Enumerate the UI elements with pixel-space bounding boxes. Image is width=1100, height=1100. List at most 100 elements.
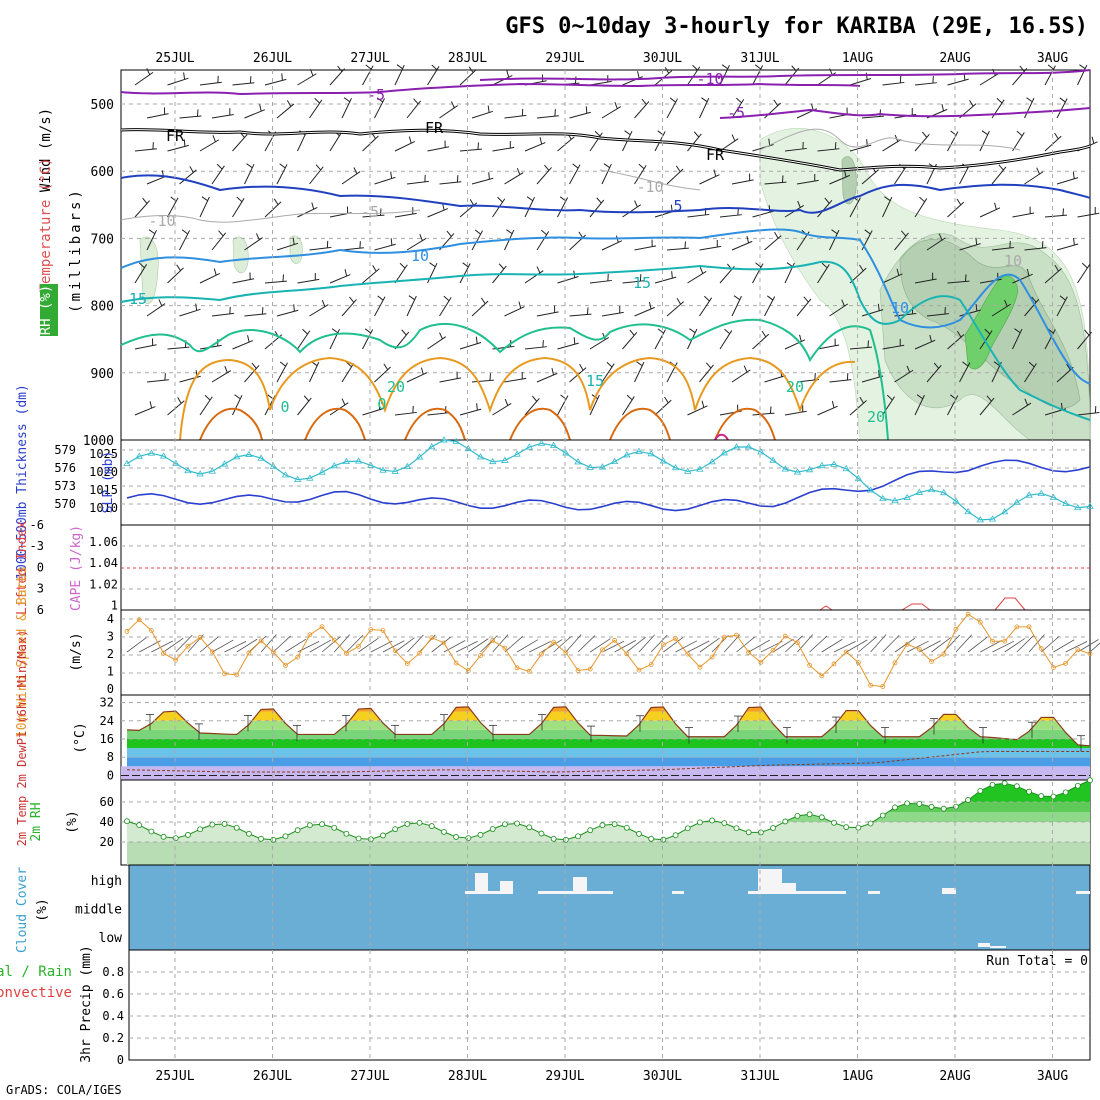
cloud-level-axis: high middle low xyxy=(75,874,122,946)
wind-barb-flag xyxy=(586,307,589,315)
wind-barb-flag xyxy=(841,299,845,307)
contour-20 xyxy=(120,318,889,441)
millibars-axis-label: (millibars) xyxy=(68,187,84,313)
contour-label: FR xyxy=(425,119,444,137)
wind-barb-flag xyxy=(204,394,211,401)
rh-marker xyxy=(843,824,850,831)
wind-barb-flag xyxy=(378,402,381,410)
surface-wind-barb xyxy=(260,634,277,653)
rh-grid xyxy=(121,801,1090,843)
wind-marker xyxy=(746,650,752,655)
cloud-bar xyxy=(465,891,475,894)
wind-barb-flag xyxy=(224,365,228,373)
cape-tick: 1.06 xyxy=(89,535,118,549)
wind-barb-flag xyxy=(636,361,643,367)
surface-wind-barb xyxy=(772,638,794,653)
slp-marker xyxy=(623,451,631,458)
date-label-bottom: 26JUL xyxy=(253,1069,292,1084)
wind-barb-flag xyxy=(234,394,241,400)
cape-axis-label: CAPE (J/kg) xyxy=(69,525,84,611)
wind-barb-flag xyxy=(1004,299,1008,307)
cloud-cover-unit-label: (%) xyxy=(35,898,50,921)
cloud-bar xyxy=(475,873,488,894)
slp-marker xyxy=(184,466,192,474)
rh-marker xyxy=(428,823,435,829)
wind-marker xyxy=(441,640,447,646)
slp-marker xyxy=(342,457,351,464)
cape-tick: 1.04 xyxy=(89,556,118,570)
rh-marker xyxy=(977,787,984,794)
wind-barb-flag xyxy=(497,196,503,203)
rh-marker xyxy=(1013,783,1020,790)
wind-marker xyxy=(1063,661,1069,666)
wind-barb-flag xyxy=(786,262,793,268)
wind-barb-flag xyxy=(638,163,645,170)
surface-wind-barb xyxy=(809,635,828,653)
wind-barb-flag xyxy=(1028,361,1035,368)
slp-marker xyxy=(854,474,863,481)
wind-barb-flag xyxy=(1026,268,1030,276)
rh-tick: 60 xyxy=(100,795,114,809)
rh-marker xyxy=(367,836,374,843)
wind-marker xyxy=(697,664,703,670)
slp-marker xyxy=(927,485,936,493)
slp-marker xyxy=(891,497,899,504)
wind-barb-flag xyxy=(900,230,907,237)
date-label-top: 2AUG xyxy=(939,51,970,66)
wind-barb-flag xyxy=(396,64,403,70)
wind-marker xyxy=(929,659,934,664)
wind-barb-flag xyxy=(413,98,419,105)
wind-barb-flag xyxy=(302,328,308,335)
date-label-top: 29JUL xyxy=(545,51,584,66)
wind-barb-flag xyxy=(365,64,372,70)
contour-minus10 xyxy=(479,69,1091,81)
wind-barb-flag xyxy=(419,233,423,241)
slp-marker xyxy=(1061,499,1070,507)
wind-marker xyxy=(270,649,276,655)
rh-marker xyxy=(733,825,740,832)
surface-wind-barb xyxy=(394,637,415,653)
date-label-bottom: 1AUG xyxy=(842,1069,873,1084)
wind-barb-flag xyxy=(292,237,295,245)
wind-barb-flag xyxy=(337,65,343,72)
contour-label: -10 xyxy=(696,70,723,88)
wind-barb-flag xyxy=(596,197,602,204)
temp2m-axis-label: 2m Temp 2m DewPt (6hr Min/Max) xyxy=(15,630,29,847)
wind-marker xyxy=(1014,624,1020,630)
slp-marker xyxy=(720,449,729,456)
wind-barb-flag xyxy=(733,295,741,301)
rh-marker xyxy=(197,826,204,833)
wind-barb-flag xyxy=(536,266,541,274)
date-label-top: 28JUL xyxy=(448,51,487,66)
rh-marker xyxy=(136,822,143,829)
wind-barb-flag xyxy=(998,164,1004,171)
precip-tick: 0.4 xyxy=(102,1009,124,1023)
cloud-bar xyxy=(587,891,613,894)
wind-barb-flag xyxy=(896,268,900,276)
slp-marker xyxy=(172,459,180,466)
wind-marker xyxy=(185,643,191,649)
date-label-bottom: 27JUL xyxy=(350,1069,389,1084)
slp-marker xyxy=(562,449,570,456)
surface-wind-barb xyxy=(663,637,683,653)
wind-barb-flag xyxy=(1073,238,1075,246)
wind-marker xyxy=(136,617,142,623)
wind-barb-flag xyxy=(1079,64,1086,70)
rh-marker xyxy=(940,805,947,812)
day-gridlines xyxy=(174,70,1053,1060)
cloud-bar xyxy=(488,891,500,894)
wind-barb-flag xyxy=(705,362,712,369)
wind-barb-flag xyxy=(1031,296,1037,303)
date-label-top: 1AUG xyxy=(842,51,873,66)
wind-barb-flag xyxy=(1062,208,1065,216)
slp-marker xyxy=(440,436,448,443)
wind-barb-flag xyxy=(664,67,670,74)
rh-marker xyxy=(892,804,898,811)
slp-marker xyxy=(147,449,156,456)
surface-wind-barb xyxy=(212,639,234,653)
rh-marker xyxy=(124,818,130,825)
wind-barb-flag xyxy=(315,164,322,171)
rh-marker xyxy=(416,819,423,826)
wind-barb-flag xyxy=(781,175,784,183)
